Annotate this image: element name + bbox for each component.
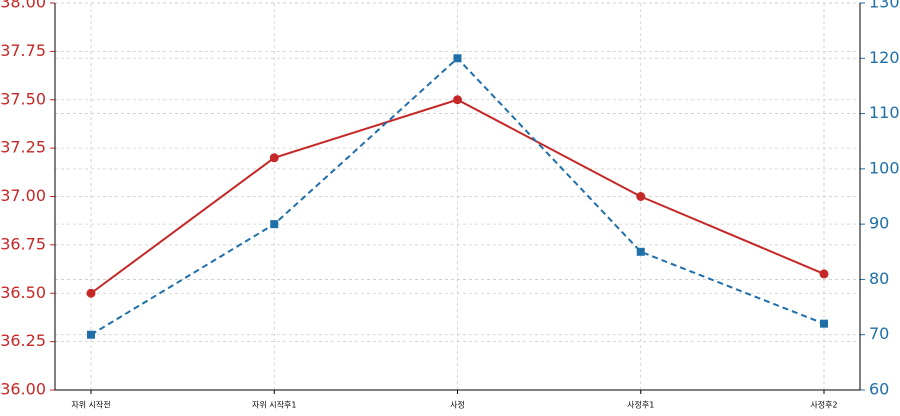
marker — [636, 192, 646, 201]
tick-label: 70 — [869, 324, 889, 343]
tick-label: 90 — [869, 214, 889, 233]
tick-label: 80 — [869, 269, 889, 288]
tick-label: 60 — [869, 380, 889, 399]
tick-label: 38.00 — [0, 0, 46, 12]
x-tick-label: 사정후2 — [810, 400, 837, 410]
tick-label: 37.75 — [0, 41, 46, 60]
marker — [86, 288, 96, 298]
x-tick-label: 사정 — [450, 400, 465, 410]
marker — [269, 153, 279, 163]
marker — [453, 95, 462, 105]
tick-label: 120 — [869, 48, 900, 67]
marker — [270, 220, 279, 229]
x-tick-label: 자위 시작후1 — [252, 400, 296, 410]
tick-label: 37.00 — [0, 186, 46, 205]
x-tick-label: 사정후1 — [627, 400, 654, 410]
marker — [820, 319, 828, 328]
tick-label: 110 — [869, 103, 900, 122]
tick-label: 36.25 — [0, 331, 46, 350]
x-tick-label: 자위 시작전 — [71, 400, 110, 410]
tick-label: 36.50 — [0, 283, 46, 302]
tick-label: 100 — [869, 158, 900, 177]
tick-label: 36.00 — [0, 380, 46, 399]
marker — [453, 54, 462, 63]
tick-label: 37.25 — [0, 138, 46, 157]
marker — [819, 269, 829, 279]
tick-label: 36.75 — [0, 234, 46, 253]
marker — [636, 247, 645, 256]
tick-label: 37.50 — [0, 89, 46, 108]
marker — [87, 330, 95, 339]
tick-label: 130 — [869, 0, 900, 12]
